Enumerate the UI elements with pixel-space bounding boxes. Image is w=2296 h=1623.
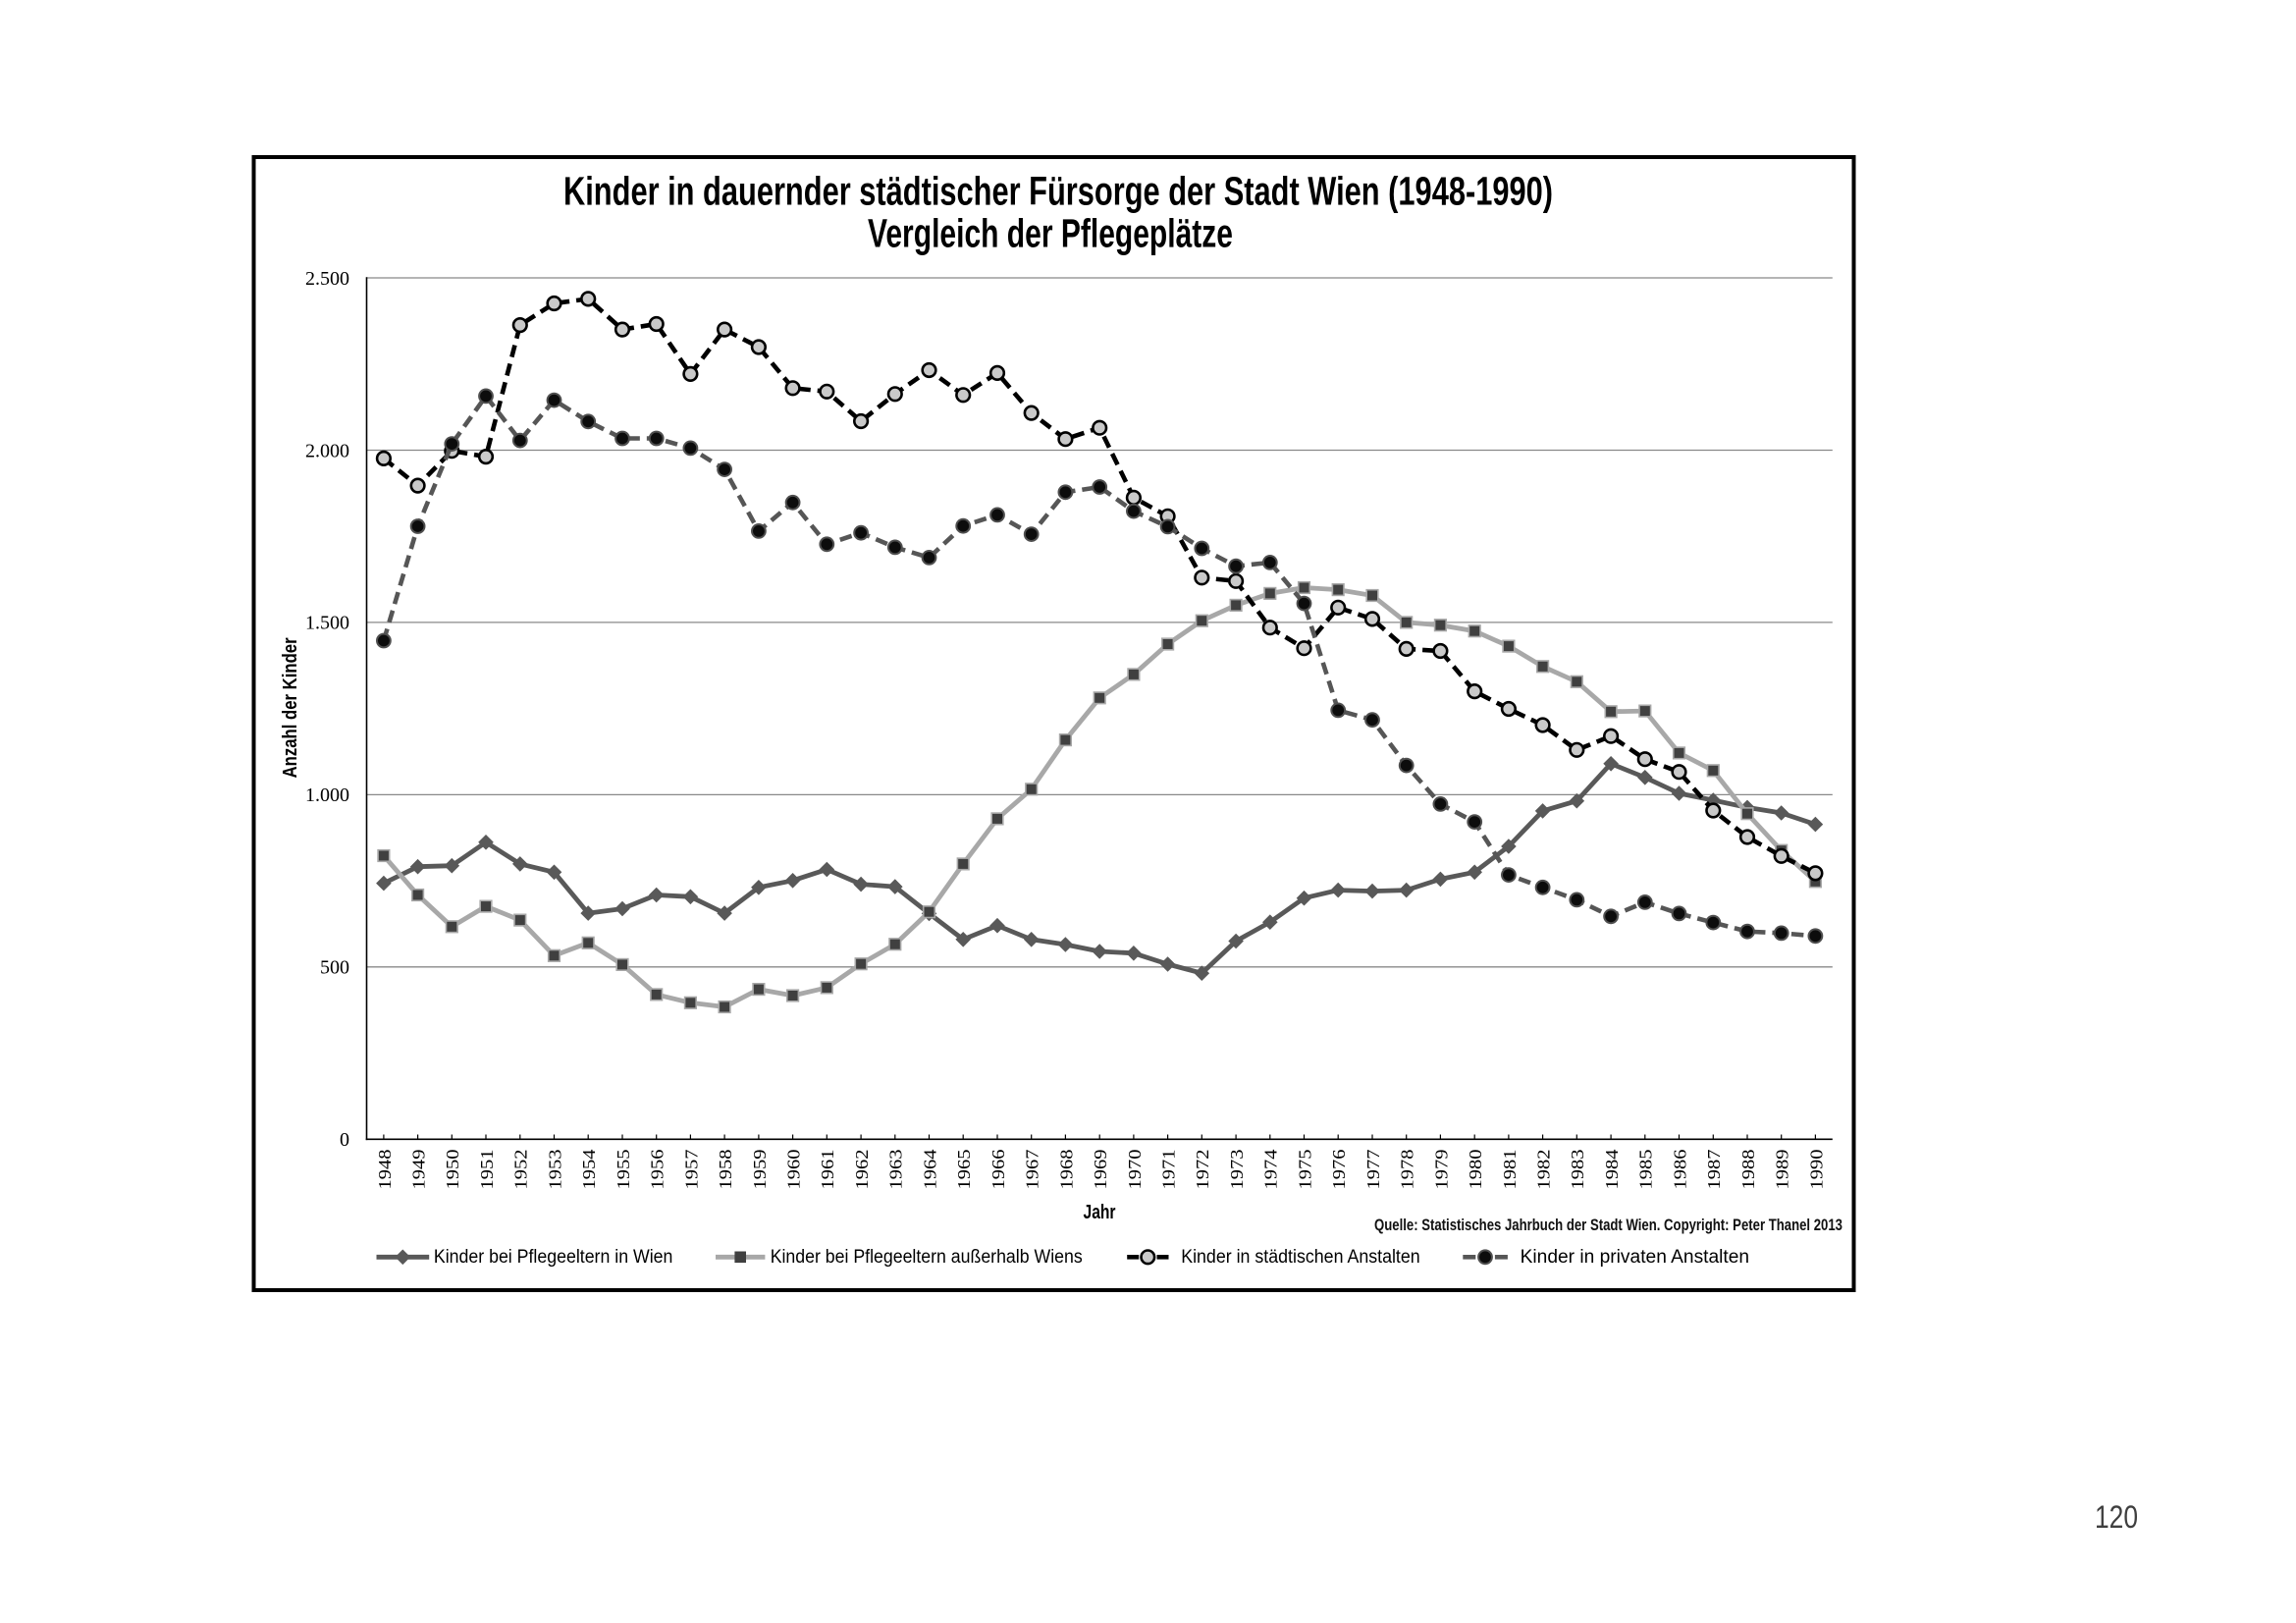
svg-text:1983: 1983 — [1568, 1150, 1587, 1190]
svg-text:1957: 1957 — [681, 1150, 701, 1190]
svg-text:1953: 1953 — [545, 1150, 564, 1190]
svg-text:1986: 1986 — [1670, 1150, 1689, 1190]
svg-text:1974: 1974 — [1261, 1150, 1281, 1190]
svg-text:1980: 1980 — [1466, 1150, 1485, 1190]
svg-text:1982: 1982 — [1534, 1150, 1554, 1190]
svg-text:Kinder bei Pflegeeltern außerh: Kinder bei Pflegeeltern außerhalb Wiens — [771, 1247, 1083, 1268]
svg-text:1955: 1955 — [614, 1150, 633, 1190]
svg-text:1969: 1969 — [1091, 1150, 1110, 1190]
svg-text:Anzahl der Kinder: Anzahl der Kinder — [280, 637, 301, 778]
svg-text:1978: 1978 — [1398, 1150, 1417, 1190]
svg-text:1966: 1966 — [988, 1150, 1008, 1190]
svg-text:1987: 1987 — [1704, 1150, 1724, 1190]
svg-text:1973: 1973 — [1227, 1150, 1247, 1190]
svg-text:Kinder in privaten Anstalten: Kinder in privaten Anstalten — [1521, 1247, 1750, 1268]
svg-text:1979: 1979 — [1431, 1150, 1451, 1190]
svg-text:1984: 1984 — [1602, 1150, 1622, 1190]
svg-text:500: 500 — [320, 957, 349, 979]
svg-text:1950: 1950 — [443, 1150, 462, 1190]
svg-text:1.000: 1.000 — [305, 784, 349, 806]
svg-text:1990: 1990 — [1806, 1150, 1826, 1190]
svg-text:1951: 1951 — [477, 1150, 497, 1190]
svg-text:1964: 1964 — [920, 1150, 939, 1190]
svg-text:1954: 1954 — [579, 1150, 599, 1190]
svg-text:1948: 1948 — [375, 1150, 395, 1190]
svg-text:1972: 1972 — [1193, 1150, 1212, 1190]
svg-text:1985: 1985 — [1636, 1150, 1656, 1190]
svg-text:1963: 1963 — [886, 1150, 906, 1190]
svg-text:Kinder in dauernder städtische: Kinder in dauernder städtischer Fürsorge… — [563, 169, 1553, 214]
svg-text:120: 120 — [2095, 1499, 2138, 1535]
svg-text:1961: 1961 — [818, 1150, 837, 1190]
svg-text:1959: 1959 — [750, 1150, 770, 1190]
svg-text:2.500: 2.500 — [305, 268, 349, 290]
svg-text:Kinder bei Pflegeeltern in Wie: Kinder bei Pflegeeltern in Wien — [434, 1247, 673, 1268]
svg-text:1981: 1981 — [1500, 1150, 1520, 1190]
svg-text:0: 0 — [340, 1129, 349, 1151]
svg-text:1975: 1975 — [1295, 1150, 1314, 1190]
svg-text:1967: 1967 — [1023, 1150, 1042, 1190]
svg-text:Kinder in städtischen Anstalte: Kinder in städtischen Anstalten — [1181, 1247, 1420, 1268]
svg-text:1962: 1962 — [852, 1150, 872, 1190]
svg-text:1989: 1989 — [1773, 1150, 1792, 1190]
svg-text:Vergleich der Pflegeplätze: Vergleich der Pflegeplätze — [868, 211, 1233, 256]
svg-text:1952: 1952 — [511, 1150, 531, 1190]
svg-text:2.000: 2.000 — [305, 440, 349, 461]
svg-text:1968: 1968 — [1056, 1150, 1076, 1190]
svg-text:1971: 1971 — [1159, 1150, 1179, 1190]
svg-text:Quelle: Statistisches Jahrbuch: Quelle: Statistisches Jahrbuch der Stadt… — [1374, 1217, 1842, 1234]
svg-text:1956: 1956 — [648, 1150, 667, 1190]
svg-text:1988: 1988 — [1738, 1150, 1758, 1190]
svg-text:1960: 1960 — [784, 1150, 804, 1190]
svg-text:1949: 1949 — [409, 1150, 429, 1190]
svg-text:1965: 1965 — [954, 1150, 974, 1190]
svg-text:1970: 1970 — [1125, 1150, 1145, 1190]
svg-text:1977: 1977 — [1363, 1150, 1383, 1190]
svg-text:Jahr: Jahr — [1084, 1202, 1116, 1223]
svg-text:1.500: 1.500 — [305, 613, 349, 634]
svg-text:1958: 1958 — [716, 1150, 735, 1190]
svg-text:1976: 1976 — [1329, 1150, 1349, 1190]
